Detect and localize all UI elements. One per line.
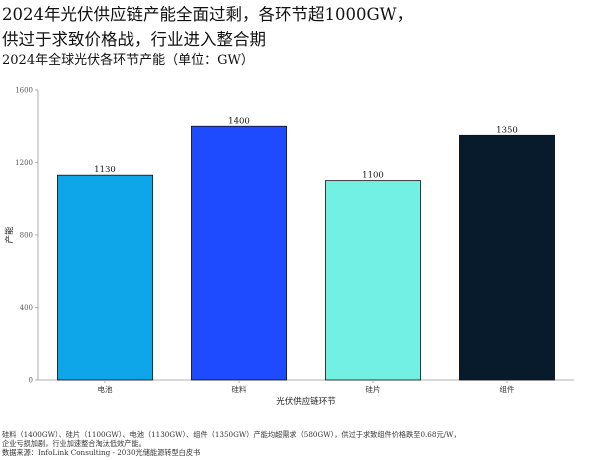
- y-tick-label: 0: [29, 377, 33, 385]
- bar: [57, 174, 153, 381]
- y-tick-label: 800: [20, 232, 33, 240]
- bar-chart: 0 400 800 1200 1600 1130 电池 1400 硅料 1100 硅片 1350 组件光…: [4, 87, 574, 407]
- note-line-1: 硅料（1400GW）、硅片（1100GW）、电池（1130GW）、组件（1350…: [2, 430, 461, 439]
- bar-value-label: 1400: [228, 116, 250, 126]
- bar: [191, 125, 287, 381]
- bar-value-label: 1350: [496, 125, 518, 135]
- x-tick-label: 组件: [500, 384, 515, 394]
- y-tick-label: 1600: [15, 87, 33, 95]
- x-axis-title: 光伏供应链环节: [276, 396, 336, 407]
- x-tick-label: 硅片: [366, 384, 381, 394]
- headline-line-2: 供过于求致价格战，行业进入整合期: [2, 30, 266, 49]
- y-tick-label: 1200: [15, 159, 33, 167]
- bar: [459, 134, 555, 381]
- chart-notes: 硅料（1400GW）、硅片（1100GW）、电池（1130GW）、组件（1350…: [2, 430, 598, 458]
- bar-value-label: 1130: [94, 165, 116, 175]
- bar: [325, 180, 421, 381]
- y-axis-title: 产能: [4, 226, 15, 244]
- chart-subtitle: 2024年全球光伏各环节产能（单位：GW）: [2, 53, 254, 68]
- source-note: 数据来源：InfoLink Consulting - 2030光储能源转型白皮书: [2, 448, 201, 458]
- headline-line-1: 2024年光伏供应链产能全面过剩，各环节超1000GW，: [2, 5, 414, 24]
- y-tick-label: 400: [20, 304, 33, 312]
- x-tick-label: 电池: [98, 384, 113, 394]
- headline: 2024年光伏供应链产能全面过剩，各环节超1000GW， 供过于求致价格战，行业…: [2, 2, 598, 52]
- note-line-2: 企业亏损加剧，行业加速整合淘汰低效产能。: [2, 439, 146, 449]
- bar-value-label: 1100: [362, 171, 384, 181]
- x-tick-label: 硅料: [232, 384, 247, 394]
